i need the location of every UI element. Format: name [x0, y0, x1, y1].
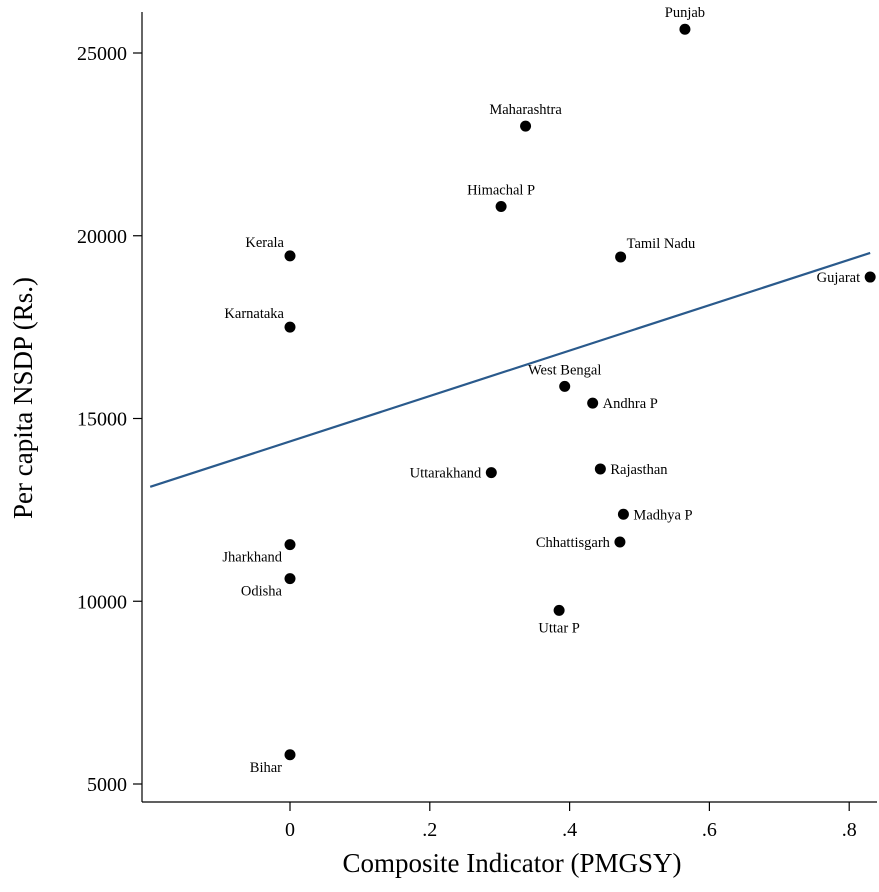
point-label-uttar-p: Uttar P: [538, 620, 579, 636]
x-tick-label: .2: [422, 819, 437, 841]
point-label-madhya-p: Madhya P: [633, 507, 692, 523]
y-tick-label: 5000: [87, 774, 127, 796]
data-point-rajasthan: [594, 463, 606, 475]
data-point-west-bengal: [559, 380, 571, 392]
point-label-kerala: Kerala: [245, 235, 284, 251]
y-tick-label: 15000: [77, 409, 127, 431]
data-point-gujarat: [864, 271, 876, 283]
data-point-madhya-p: [617, 508, 629, 520]
point-label-karnataka: Karnataka: [224, 306, 284, 322]
y-tick-label: 20000: [77, 226, 127, 248]
data-point-uttarakhand: [485, 467, 497, 479]
point-label-jharkhand: Jharkhand: [222, 550, 282, 566]
fit-line-layer: [149, 251, 871, 488]
point-label-gujarat: Gujarat: [817, 270, 860, 286]
point-label-himachal-p: Himachal P: [467, 183, 535, 199]
point-label-tamil-nadu: Tamil Nadu: [627, 236, 696, 252]
point-label-bihar: Bihar: [250, 760, 282, 776]
x-tick-label: .6: [702, 819, 717, 841]
y-tick-label: 25000: [77, 43, 127, 65]
x-tick-label: 0: [285, 819, 295, 841]
point-label-maharashtra: Maharashtra: [489, 102, 562, 118]
point-label-punjab: Punjab: [665, 5, 705, 21]
data-point-kerala: [284, 250, 296, 262]
points-layer: [284, 23, 876, 761]
x-tick-label: .4: [562, 819, 577, 841]
data-point-maharashtra: [520, 120, 532, 132]
data-point-punjab: [679, 23, 691, 35]
data-point-tamil-nadu: [615, 251, 627, 263]
axes-layer: [141, 12, 877, 803]
data-point-andhra-p: [587, 397, 599, 409]
point-label-odisha: Odisha: [241, 584, 283, 600]
data-point-bihar: [284, 749, 296, 761]
regression-fit-line: [149, 251, 871, 488]
y-tick-label: 10000: [77, 591, 127, 613]
point-label-uttarakhand: Uttarakhand: [410, 466, 482, 482]
point-labels-layer: Punjab Maharashtra Himachal P Kerala Tamil N…: [222, 5, 860, 776]
x-tick-label: .8: [842, 819, 857, 841]
data-point-odisha: [284, 573, 296, 585]
y-axis-title: Per capita NSDP (Rs.): [8, 277, 38, 519]
data-point-himachal-p: [495, 201, 507, 213]
data-point-chhattisgarh: [614, 536, 626, 548]
point-label-chhattisgarh: Chhattisgarh: [536, 535, 611, 551]
x-axis-title: Composite Indicator (PMGSY): [343, 848, 682, 878]
point-label-andhra-p: Andhra P: [603, 396, 658, 412]
data-point-jharkhand: [284, 539, 296, 551]
ticks-layer: 0 .2 .4 .6 .8 5000 10000 15000 20000 25000: [77, 43, 857, 841]
data-point-karnataka: [284, 321, 296, 333]
data-point-uttar-p: [553, 604, 565, 616]
point-label-west-bengal: West Bengal: [528, 362, 601, 378]
point-label-rajasthan: Rajasthan: [610, 462, 668, 478]
